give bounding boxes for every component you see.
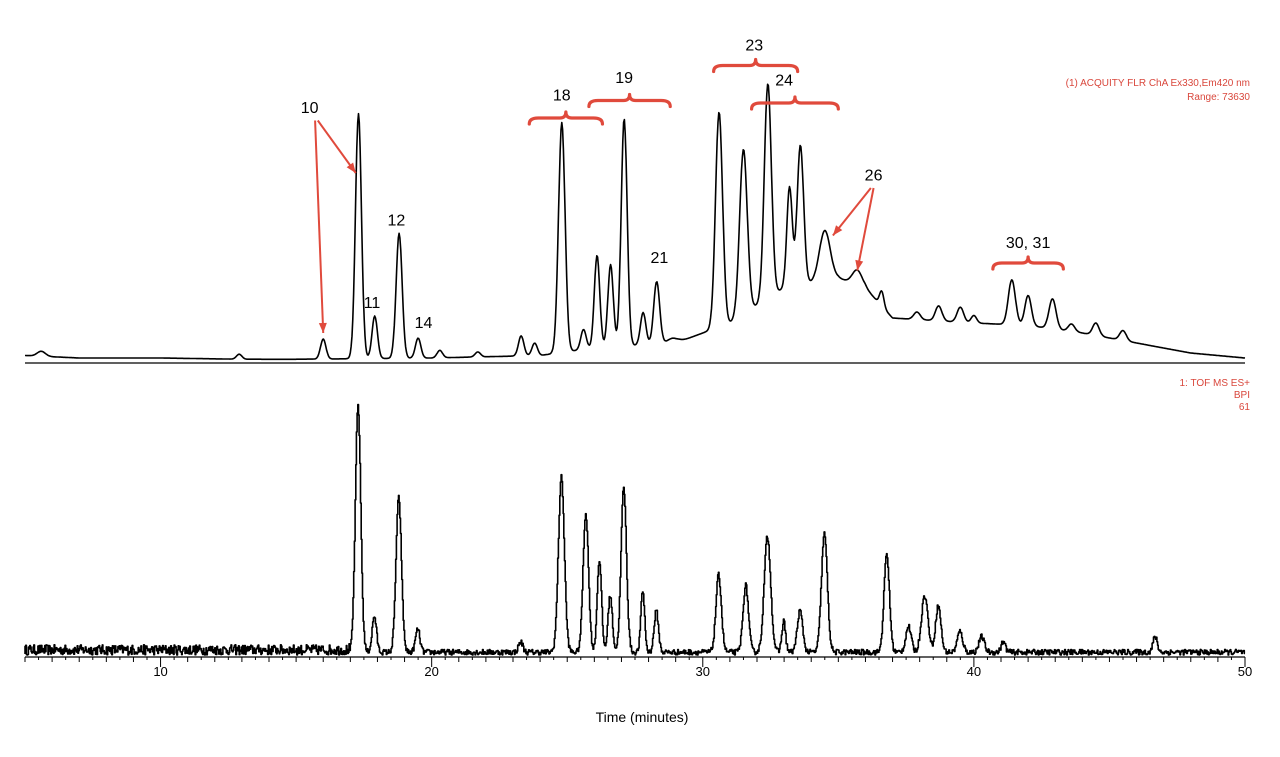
annotation-arrowhead-0 bbox=[318, 322, 327, 333]
peak-label-23: 23 bbox=[745, 38, 763, 55]
annotation-arrow-0 bbox=[314, 120, 325, 334]
x-tick-label-40: 40 bbox=[967, 664, 981, 679]
annotation-arrow-3 bbox=[856, 187, 875, 271]
fluorescence-trace bbox=[25, 83, 1246, 361]
annotation-arrow-2 bbox=[832, 187, 872, 237]
bracket-3 bbox=[749, 95, 840, 111]
annotation-arrowhead-3 bbox=[855, 259, 864, 271]
peak-label-12: 12 bbox=[388, 213, 406, 230]
peak-label-19: 19 bbox=[615, 70, 633, 87]
annotation-arrowhead-2 bbox=[832, 225, 843, 236]
annotation-arrow-1 bbox=[316, 119, 357, 174]
annotation-arrowhead-1 bbox=[346, 162, 356, 173]
x-axis: 10 20 30 40 50 Time (minutes) bbox=[24, 656, 1252, 725]
peak-annotations: 10 11 12 14 18 19 21 23 24 26 30, 31 bbox=[301, 38, 1065, 334]
fluorescence-range-label: Range: 73630 bbox=[1187, 92, 1250, 103]
x-tick-label-20: 20 bbox=[424, 664, 438, 679]
fluorescence-panel: (1) ACQUITY FLR ChA Ex330,Em420 nm Range… bbox=[25, 38, 1250, 364]
x-axis-ticks: 10 20 30 40 50 bbox=[24, 657, 1252, 679]
bracket-4 bbox=[991, 255, 1065, 271]
mass-spec-trace bbox=[24, 403, 1246, 656]
peak-label-21: 21 bbox=[651, 250, 669, 267]
fluorescence-detector-label: (1) ACQUITY FLR ChA Ex330,Em420 nm bbox=[1066, 78, 1250, 89]
peak-label-18: 18 bbox=[553, 88, 571, 105]
peak-label-26: 26 bbox=[865, 168, 883, 185]
bracket-0 bbox=[527, 110, 605, 126]
mass-spec-panel: 1: TOF MS ES+ BPI 61 bbox=[24, 378, 1251, 656]
bracket-2 bbox=[712, 57, 800, 74]
x-tick-label-10: 10 bbox=[153, 664, 167, 679]
ms-range-label: 61 bbox=[1239, 402, 1251, 413]
x-tick-label-50: 50 bbox=[1238, 664, 1252, 679]
x-tick-label-30: 30 bbox=[696, 664, 710, 679]
peak-label-11: 11 bbox=[364, 295, 381, 312]
peak-label-24: 24 bbox=[775, 73, 793, 90]
peak-label-30-31: 30, 31 bbox=[1006, 235, 1051, 252]
x-axis-label: Time (minutes) bbox=[596, 709, 689, 725]
peak-label-14: 14 bbox=[415, 315, 433, 332]
bracket-1 bbox=[587, 92, 672, 109]
ms-mode-label: BPI bbox=[1234, 390, 1250, 401]
ms-detector-label: 1: TOF MS ES+ bbox=[1180, 378, 1251, 389]
peak-label-10: 10 bbox=[301, 100, 319, 117]
